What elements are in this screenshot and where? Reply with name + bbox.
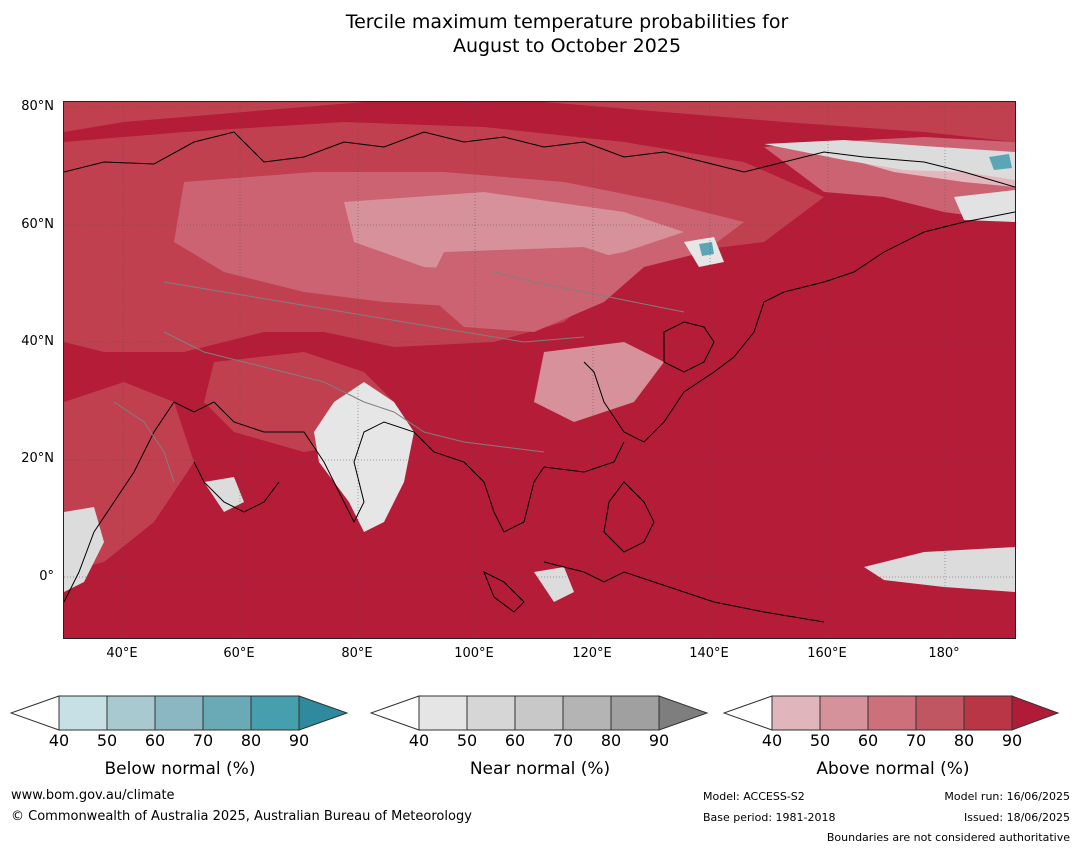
tick-label: 80: [600, 731, 622, 750]
colorbar-cell: [514, 695, 564, 731]
tick-label: 50: [809, 731, 831, 750]
mongolia-zone-70: [424, 247, 644, 332]
colorbar-cell: [202, 695, 252, 731]
map-canvas: [64, 102, 1015, 638]
tick-label: 70: [552, 731, 574, 750]
east-africa-near-normal: [64, 507, 104, 592]
colorbar-cell: [963, 695, 1013, 731]
colorbar-cell: [1011, 695, 1060, 731]
colorbar-cell: [771, 695, 821, 731]
website-link[interactable]: www.bom.gov.au/climate: [11, 788, 175, 803]
lon-label-100e: 100°E: [454, 646, 494, 661]
legend-title: Below normal (%): [104, 759, 256, 779]
near-normal-zones: [64, 140, 1015, 602]
colorbar-cell: [370, 695, 420, 731]
base-period-text: Base period: 1981-2018: [703, 811, 836, 824]
coastlines: [64, 131, 1015, 623]
colorbar-cell: [867, 695, 917, 731]
country-borders: [113, 271, 685, 483]
lat-label-20n: 20°N: [21, 451, 54, 466]
colorbar-cell: [610, 695, 660, 731]
legend-below-normal: 40 50 60 70 80 90 Below normal (%): [10, 695, 350, 779]
legend-above-normal: 40 50 60 70 80 90 Above normal (%): [723, 695, 1063, 779]
model-run-text: Model run: 16/06/2025: [944, 790, 1070, 803]
map-title: Tercile maximum temperature probabilitie…: [0, 10, 1081, 58]
colorbar-cell: [915, 695, 965, 731]
lon-label-140e: 140°E: [689, 646, 729, 661]
lat-label-0: 0°: [39, 569, 54, 584]
bering-below-normal: [989, 154, 1012, 170]
colorbar-cell: [418, 695, 468, 731]
legend-title: Near normal (%): [469, 759, 611, 779]
issued-text: Issued: 18/06/2025: [963, 811, 1070, 824]
colorbar-near-normal: [370, 695, 709, 731]
colorbar-cell: [658, 695, 709, 731]
lon-label-180: 180°: [928, 646, 960, 661]
pacific-near-normal: [864, 547, 1015, 592]
tick-label: 90: [1001, 731, 1023, 750]
lon-label-80e: 80°E: [341, 646, 373, 661]
colorbar-cell: [723, 695, 773, 731]
tick-label: 80: [240, 731, 262, 750]
lon-label-60e: 60°E: [223, 646, 255, 661]
colorbar-cell: [466, 695, 516, 731]
colorbar-below-normal: [10, 695, 349, 731]
colorbar-cell: [250, 695, 300, 731]
lat-label-60n: 60°N: [21, 217, 54, 232]
model-text: Model: ACCESS-S2: [703, 790, 805, 803]
legend-near-normal: 40 50 60 70 80 90 Near normal (%): [370, 695, 710, 779]
chukotka-near-normal: [764, 140, 1015, 180]
lon-label-40e: 40°E: [106, 646, 138, 661]
tick-label: 90: [648, 731, 670, 750]
probability-map: [63, 101, 1016, 639]
colorbar-cell: [106, 695, 156, 731]
tick-label: 60: [857, 731, 879, 750]
graticule: [64, 102, 1015, 638]
tick-label: 60: [144, 731, 166, 750]
colorbar-cell: [819, 695, 869, 731]
colorbar-cell: [562, 695, 612, 731]
colorbar-cell: [298, 695, 349, 731]
bering-near-normal: [954, 190, 1015, 222]
lon-label-120e: 120°E: [572, 646, 612, 661]
india-near-normal: [314, 382, 414, 532]
colorbar-cell: [10, 695, 60, 731]
arabia-near-normal: [204, 477, 244, 512]
lat-label-40n: 40°N: [21, 334, 54, 349]
tick-label: 50: [456, 731, 478, 750]
colorbar-above-normal: [723, 695, 1060, 731]
tick-label: 70: [192, 731, 214, 750]
lat-label-80n: 80°N: [21, 99, 54, 114]
lon-label-160e: 160°E: [807, 646, 847, 661]
tick-label: 80: [953, 731, 975, 750]
legend-title: Above normal (%): [816, 759, 970, 779]
copyright-text: © Commonwealth of Australia 2025, Austra…: [11, 809, 472, 824]
borneo-near-normal: [534, 567, 574, 602]
tick-label: 40: [48, 731, 70, 750]
tick-label: 90: [288, 731, 310, 750]
china-zone-60: [534, 342, 664, 422]
colorbar-cell: [58, 695, 108, 731]
arctic-zone: [64, 102, 1015, 142]
tick-label: 50: [96, 731, 118, 750]
tick-label: 60: [504, 731, 526, 750]
title-line-1: Tercile maximum temperature probabilitie…: [345, 11, 789, 33]
tick-label: 40: [408, 731, 430, 750]
tick-label: 70: [905, 731, 927, 750]
tick-label: 40: [761, 731, 783, 750]
disclaimer-text: Boundaries are not considered authoritat…: [826, 831, 1070, 844]
title-line-2: August to October 2025: [452, 35, 682, 57]
colorbar-cell: [154, 695, 204, 731]
